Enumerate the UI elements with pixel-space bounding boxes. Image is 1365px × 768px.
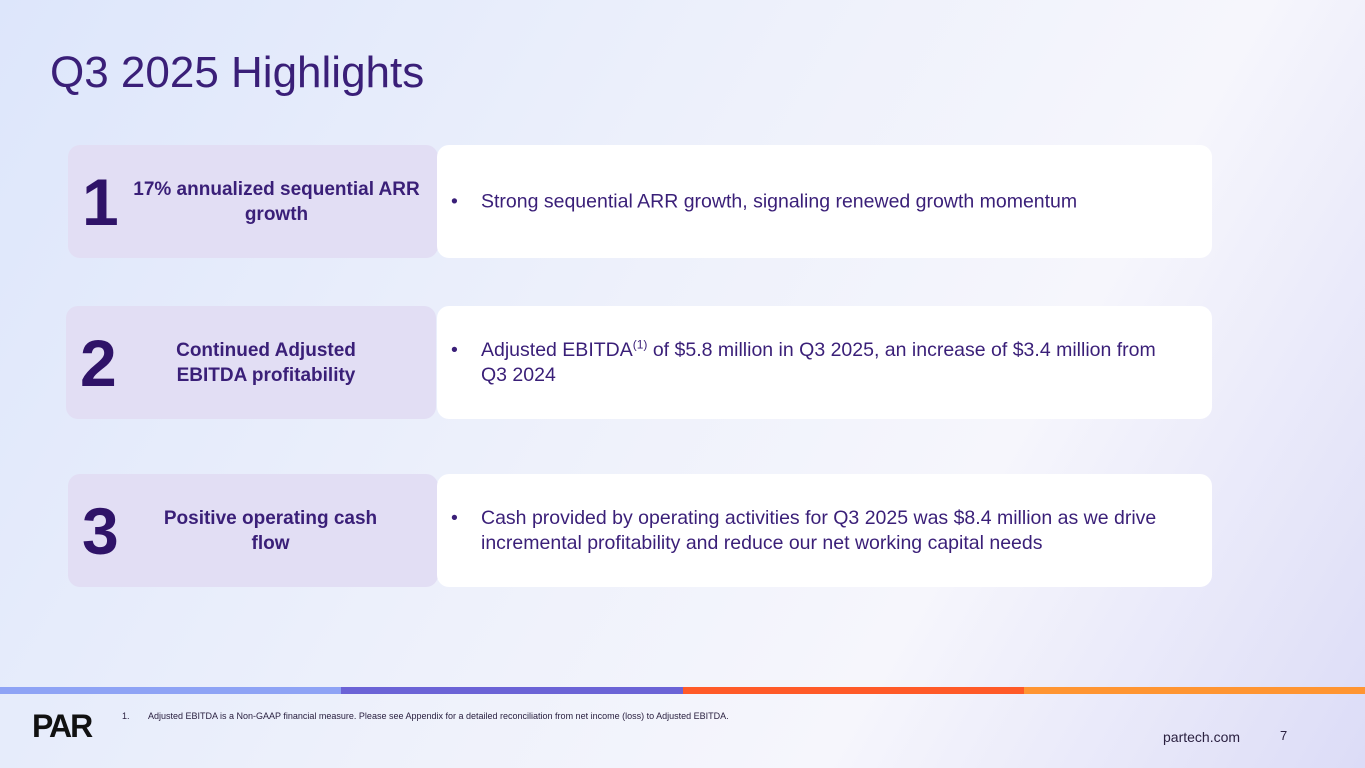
highlight-bullet-text-1: Strong sequential ARR growth, signaling …: [481, 190, 1078, 212]
highlight-detail-box-3: • Cash provided by operating activities …: [437, 474, 1212, 587]
bullet-dot: •: [451, 506, 458, 529]
stripe-segment-4: [1023, 687, 1365, 694]
footnote-text: Adjusted EBITDA is a Non-GAAP financial …: [148, 711, 729, 721]
bullet-dot: •: [451, 338, 458, 361]
highlight-bullet-1: • Strong sequential ARR growth, signalin…: [451, 189, 1077, 214]
highlight-row-2: 2 Continued Adjusted EBITDA profitabilit…: [0, 306, 1365, 419]
page-title: Q3 2025 Highlights: [50, 48, 425, 97]
highlight-label-1: 17% annualized sequential ARR growth: [133, 178, 420, 225]
stripe-segment-3: [682, 687, 1024, 694]
highlight-number-1: 1: [82, 164, 119, 239]
highlight-label-box-1: 1 17% annualized sequential ARR growth: [68, 145, 438, 258]
highlight-bullet-3: • Cash provided by operating activities …: [451, 506, 1196, 556]
logo-text: PAR: [32, 709, 93, 739]
highlight-label-box-2: 2 Continued Adjusted EBITDA profitabilit…: [66, 306, 436, 419]
par-logo: PAR: [32, 709, 95, 739]
highlight-row-3: 3 Positive operating cash flow • Cash pr…: [0, 474, 1365, 587]
highlight-bullet-text-3: Cash provided by operating activities fo…: [481, 506, 1157, 554]
highlight-row-1: 1 17% annualized sequential ARR growth •…: [0, 145, 1365, 258]
page-number: 7: [1280, 728, 1288, 743]
highlight-label-box-3: 3 Positive operating cash flow: [68, 474, 438, 587]
footnote-ref: (1): [632, 337, 648, 351]
stripe-segment-1: [0, 687, 342, 694]
highlight-number-2: 2: [80, 325, 117, 400]
highlight-bullet-text-2: Adjusted EBITDA(1) of $5.8 million in Q3…: [481, 338, 1171, 388]
bullet-dot: •: [451, 190, 458, 212]
highlight-bullet-2: • Adjusted EBITDA(1) of $5.8 million in …: [451, 338, 1171, 388]
bullet-text-pre: Adjusted EBITDA: [481, 338, 633, 361]
highlight-label-2: Continued Adjusted EBITDA profitability: [176, 339, 356, 386]
highlight-label-3: Positive operating cash flow: [163, 507, 378, 554]
highlight-detail-box-1: • Strong sequential ARR growth, signalin…: [437, 145, 1212, 258]
stripe-segment-2: [341, 687, 683, 694]
highlight-detail-box-2: • Adjusted EBITDA(1) of $5.8 million in …: [437, 306, 1212, 419]
website-link[interactable]: partech.com: [1163, 729, 1241, 745]
bullet-text-post: of $5.8 million in Q3 2025, an increase …: [481, 338, 1156, 386]
highlight-number-3: 3: [82, 493, 119, 568]
footnote-number: 1.: [122, 711, 130, 721]
footnote: 1. Adjusted EBITDA is a Non-GAAP financia…: [122, 711, 729, 721]
